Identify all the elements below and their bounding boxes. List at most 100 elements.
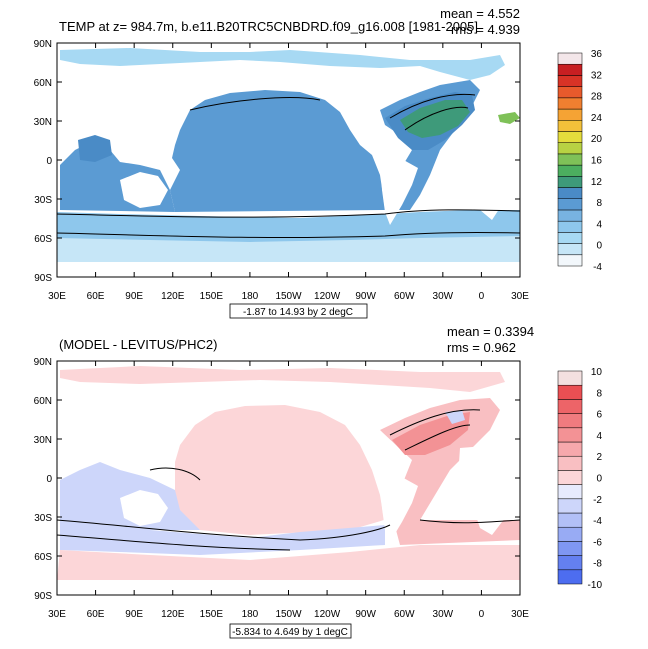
colorbar-swatch [557,220,583,233]
lon-tick-label: 120E [161,291,185,302]
top-land-samerica [380,158,418,225]
lon-tick-label: 30W [433,609,454,620]
top-land-australia [120,172,168,208]
colorbar-swatch [557,63,583,76]
colorbar-swatch [557,142,583,155]
bottom-lon-ticks: 30E 60E 90E 120E 150E 180 150W 120W 90W 60W 30W 0 30… [48,361,529,620]
colorbar-swatch [557,370,583,386]
top-rms: rms = 4.939 [451,22,520,37]
colorbar-swatch [557,470,583,485]
lat-tick-label: 0 [46,474,52,485]
colorbar-label: 8 [596,388,602,399]
panel-top: TEMP at z= 984.7m, b.e11.B20TRC5CNBDRD.f… [34,6,603,319]
lat-tick-label: 90N [34,39,52,50]
colorbar-label: 8 [596,198,602,209]
lat-tick-label: 30S [34,195,52,206]
colorbar-label: 32 [591,70,603,81]
lon-tick-label: 90W [355,609,376,620]
lat-tick-label: 30S [34,513,52,524]
lon-tick-label: 0 [479,609,485,620]
colorbar-swatch [557,484,583,500]
colorbar-swatch [557,384,583,400]
lon-tick-label: 150W [275,291,302,302]
lon-tick-label: 180 [242,291,259,302]
top-contours [57,93,520,239]
colorbar-swatch [557,187,583,199]
top-info-text: -1.87 to 14.93 by 2 degC [243,307,353,318]
colorbar-swatch [557,153,583,166]
colorbar-label: 10 [591,367,603,378]
panel-bottom: (MODEL - LEVITUS/PHC2) mean = 0.3394 rms… [34,324,603,639]
lon-tick-label: 30E [48,291,66,302]
bottom-lat-ticks: 90N 60N 30N 0 30S 60S 90S [34,357,520,602]
colorbar-swatch [557,541,583,556]
colorbar-label: -2 [593,495,602,506]
lat-tick-label: 60S [34,552,52,563]
lon-tick-label: 150E [200,291,224,302]
lon-tick-label: 90E [125,609,143,620]
colorbar-swatch [557,441,583,457]
colorbar-label: 20 [591,134,603,145]
colorbar-swatch [557,209,583,222]
lon-tick-label: 30E [511,291,529,302]
lon-tick-label: 60W [394,291,415,302]
lon-tick-label: 120W [314,609,341,620]
top-field-antarctic [57,236,520,262]
colorbar-swatch [557,176,583,188]
lat-tick-label: 90N [34,357,52,368]
lat-tick-label: 30N [34,435,52,446]
colorbar-label: 2 [596,452,602,463]
top-colorbar: 36 32 28 24 20 16 12 8 4 0 -4 [557,49,603,273]
lon-tick-label: 60E [87,291,105,302]
colorbar-label: 36 [591,49,603,60]
top-mean: mean = 4.552 [440,6,520,21]
lon-tick-label: 120E [161,609,185,620]
colorbar-label: 24 [591,113,603,124]
bottom-map [57,361,520,595]
bottom-info-box [229,623,352,639]
colorbar-label: -6 [593,537,602,548]
lat-tick-label: 60S [34,234,52,245]
bottom-mean: mean = 0.3394 [447,324,534,339]
lat-tick-label: 30N [34,117,52,128]
bottom-rms: rms = 0.962 [447,340,516,355]
top-field-med [498,112,520,124]
colorbar-label: 0 [596,474,602,485]
bottom-field-pacific [175,405,384,535]
lon-tick-label: 90E [125,291,143,302]
colorbar-label: 6 [596,410,602,421]
colorbar-swatch [557,232,583,244]
lon-tick-label: 30W [433,291,454,302]
lat-tick-label: 90S [34,591,52,602]
lon-tick-label: 60W [394,609,415,620]
bottom-colorbar: 10 8 6 4 2 0 -2 -4 -6 -8 -10 [557,367,603,591]
lon-tick-label: 120W [314,291,341,302]
colorbar-swatch [557,243,583,256]
top-field-arabian [78,135,112,162]
colorbar-swatch [557,526,583,542]
bottom-title: (MODEL - LEVITUS/PHC2) [59,337,217,352]
bottom-field-southern-pink [57,545,520,580]
lon-tick-label: 30E [511,609,529,620]
lon-tick-label: 90W [355,291,376,302]
colorbar-swatch [557,413,583,429]
colorbar-label: 28 [591,92,603,103]
bottom-field-southern-blue [60,525,385,555]
bottom-field-natl-cold [445,410,465,424]
colorbar-swatch [557,498,583,514]
colorbar-swatch [557,108,583,121]
top-info-box [229,303,368,319]
bottom-land-australia [120,490,168,526]
colorbar-swatch [557,399,583,414]
lon-tick-label: 0 [479,291,485,302]
colorbar-swatch [557,120,583,132]
colorbar-swatch [557,52,583,65]
top-title: TEMP at z= 984.7m, b.e11.B20TRC5CNBDRD.f… [59,19,478,34]
lon-tick-label: 30E [48,609,66,620]
colorbar-label: 4 [596,431,602,442]
top-lat-ticks: 90N 60N 30N 0 30S 60S 90S [34,39,520,284]
lon-tick-label: 150W [275,609,302,620]
top-lon-ticks: 30E 60E 90E 120E 150E 180 150W 120W 90W 60W 30W 0 30… [48,43,529,302]
colorbar-label: 0 [596,241,602,252]
